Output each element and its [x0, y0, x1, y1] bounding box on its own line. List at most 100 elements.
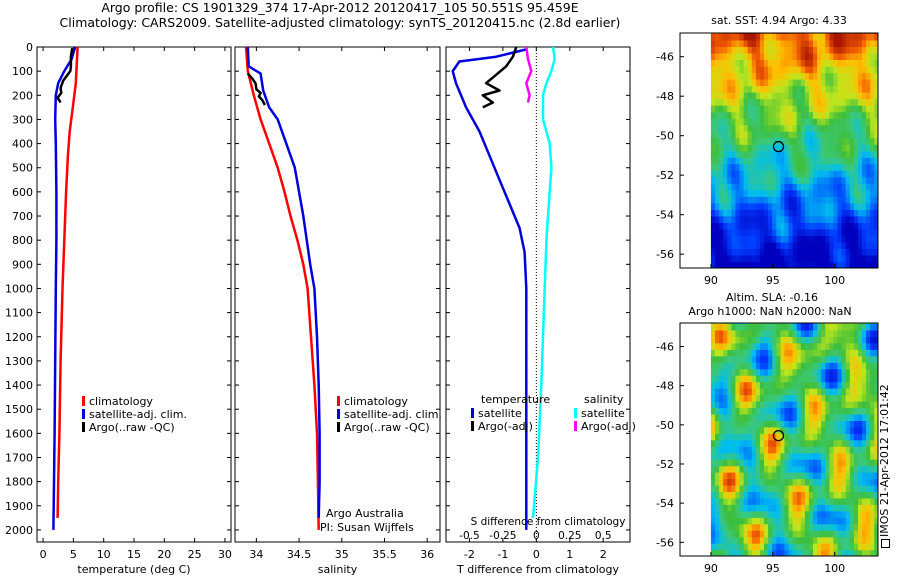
map-cell [813, 426, 818, 434]
map-cell [719, 465, 724, 473]
map-cell [796, 497, 802, 505]
map-cell [849, 407, 855, 415]
map-cell [772, 176, 777, 184]
map-cell [829, 478, 835, 486]
map-cell [837, 79, 843, 87]
map-cell [837, 523, 843, 531]
map-cell [804, 235, 810, 243]
map-cell [731, 368, 737, 376]
map-cell [833, 375, 839, 383]
map-cell [784, 39, 790, 47]
map-cell [837, 420, 843, 428]
map-cell [719, 394, 724, 402]
map-cell [764, 472, 769, 480]
map-cell [719, 176, 724, 184]
map-cell [874, 170, 878, 178]
map-cell [772, 39, 777, 47]
map-cell [796, 196, 802, 204]
map-cell [768, 215, 773, 223]
map-cell [813, 349, 818, 357]
map-cell [735, 59, 741, 67]
map-cell [800, 183, 806, 191]
map-cell [764, 523, 769, 531]
map-cell [808, 381, 814, 389]
map-cell [862, 478, 867, 486]
map-cell [808, 510, 814, 518]
map-cell [747, 189, 753, 197]
series-line-red [56, 47, 79, 518]
map-cell [866, 439, 871, 447]
map-cell [755, 517, 761, 525]
map-cell [743, 241, 749, 249]
map-cell [784, 79, 790, 87]
map-cell [788, 255, 794, 263]
map-cell [731, 517, 737, 525]
map-cell [862, 183, 867, 191]
map-cell [751, 46, 757, 54]
map-cell [821, 362, 826, 370]
map-cell [849, 478, 855, 486]
map-cell [788, 248, 794, 256]
map-cell [829, 228, 835, 236]
map-cell [821, 241, 826, 249]
map-cell [780, 170, 786, 178]
map-cell [743, 368, 749, 376]
map-cell [784, 118, 790, 126]
map-cell [821, 66, 826, 74]
map-cell [727, 176, 732, 184]
map-cell [719, 342, 724, 350]
map-cell [845, 549, 851, 556]
map-cell [755, 170, 761, 178]
map-cell [829, 413, 835, 421]
map-cell [776, 255, 781, 263]
map-cell [780, 150, 786, 158]
map-cell [804, 202, 810, 210]
map-cell [829, 118, 835, 126]
map-cell [780, 196, 786, 204]
map-cell [800, 381, 806, 389]
map-cell [853, 241, 859, 249]
map-cell [764, 261, 769, 268]
map-cell [764, 375, 769, 383]
map-cell [780, 523, 786, 531]
map-cell [739, 248, 745, 256]
map-cell [792, 549, 798, 556]
map-cell [837, 426, 843, 434]
map-cell [800, 446, 806, 454]
map-cell [743, 362, 749, 370]
map-cell [866, 111, 871, 119]
map-y-tick-label: -50 [656, 419, 674, 432]
map-cell [833, 349, 839, 357]
map-cell [788, 362, 794, 370]
map-cell [739, 98, 745, 106]
map-cell [776, 472, 781, 480]
map-cell [776, 491, 781, 499]
map-cell [788, 137, 794, 145]
map-cell [735, 349, 741, 357]
map-cell [800, 549, 806, 556]
map-cell [849, 400, 855, 408]
map-cell [845, 394, 851, 402]
map-cell [788, 241, 794, 249]
map-cell [743, 446, 749, 454]
map-cell [788, 59, 794, 67]
map-cell [759, 491, 765, 499]
map-cell [735, 400, 741, 408]
map-cell [817, 400, 822, 408]
map-cell [764, 39, 769, 47]
map-cell [862, 381, 867, 389]
map-cell [768, 523, 773, 531]
map-cell [755, 484, 761, 492]
map-cell [825, 111, 830, 119]
map-cell [817, 459, 822, 467]
map-cell [764, 241, 769, 249]
map-cell [710, 52, 716, 60]
map-cell [825, 497, 830, 505]
map-cell [849, 183, 855, 191]
map-cell [808, 46, 814, 54]
map-cell [833, 66, 839, 74]
map-cell [874, 144, 878, 152]
map-cell [780, 510, 786, 518]
map-cell [845, 336, 851, 344]
map-cell [817, 439, 822, 447]
